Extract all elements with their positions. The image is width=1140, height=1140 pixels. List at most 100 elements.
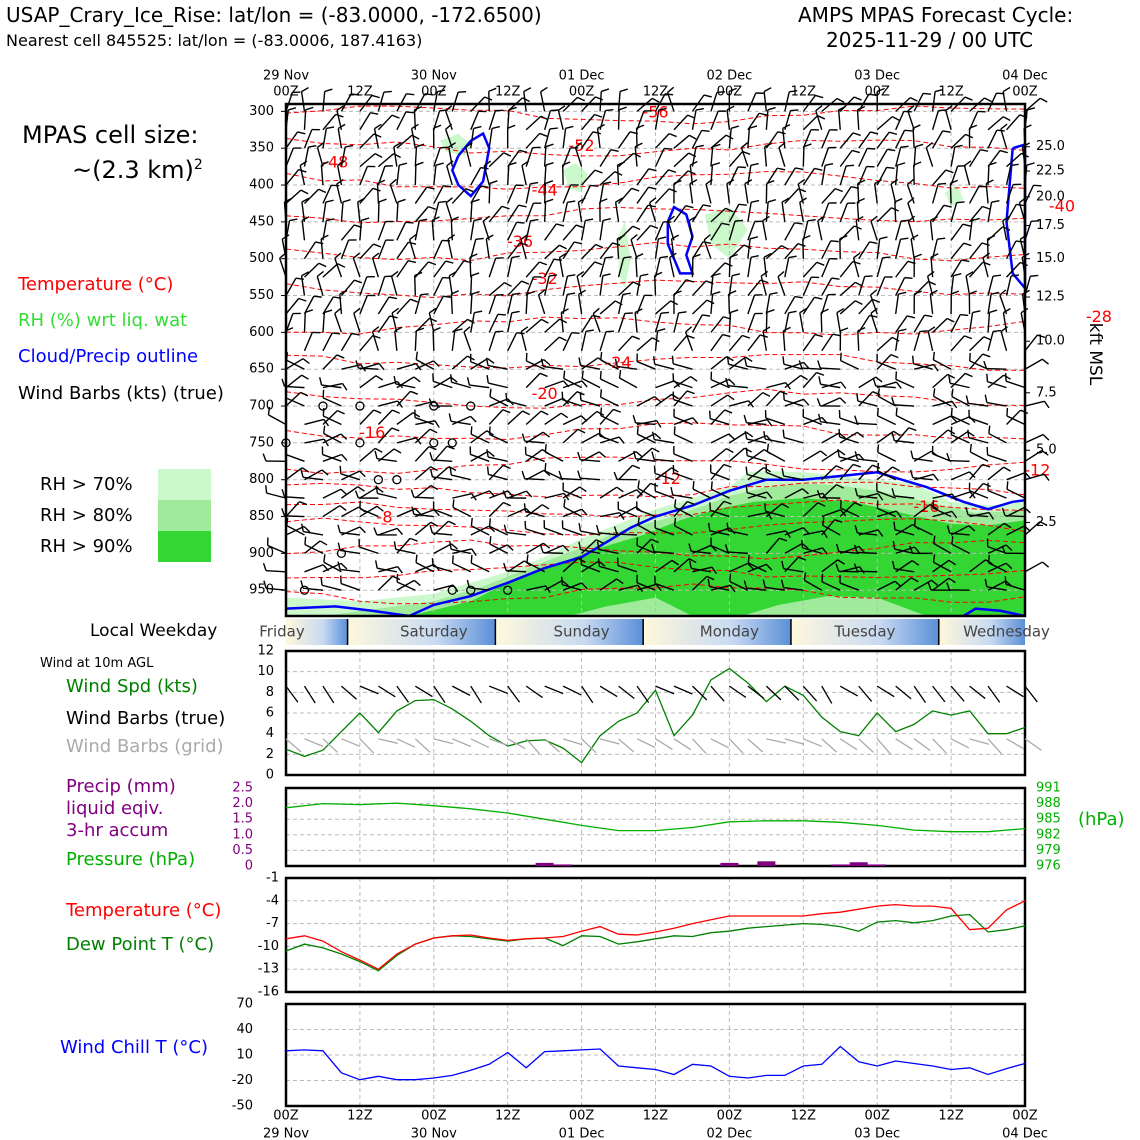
wind-barb: [969, 353, 984, 370]
surface-wind-barb: [470, 685, 482, 704]
wind-barb: [839, 300, 856, 315]
wind-barb-flag: [300, 189, 309, 195]
wind-barb-flag: [835, 563, 840, 572]
wind-barb: [765, 537, 780, 554]
wind-barb: [876, 131, 890, 149]
top-hour-label: 12Z: [791, 85, 817, 100]
wind-barb: [932, 453, 952, 462]
wind-barb: [912, 457, 933, 462]
temperature-contour: [285, 561, 1026, 579]
weekday-name: Tuesday: [833, 623, 895, 641]
wind-barb-flag: [989, 309, 998, 314]
wind-barb: [636, 508, 656, 518]
wind-barb: [616, 238, 620, 259]
wind-barb-flag: [724, 262, 733, 267]
wind-barb-flag: [1003, 522, 1012, 529]
wind-barb-flag: [540, 115, 549, 121]
wind-barb: [562, 557, 579, 573]
wind-barb: [415, 360, 434, 370]
wind-barb: [728, 530, 749, 536]
temperature-contour: [285, 316, 1026, 336]
wind-barb-flag: [480, 185, 489, 188]
wind-barb: [951, 543, 970, 555]
wind-barb-flag: [762, 215, 770, 222]
temperature-contour: [285, 171, 1026, 190]
wind-barb-flag: [895, 510, 902, 518]
windchill-tick-label: 40: [236, 1022, 253, 1037]
wind-barb-flag: [859, 566, 865, 574]
wind-barb: [876, 116, 893, 131]
wind-barb: [410, 128, 417, 149]
wind-barb-flag: [595, 539, 604, 544]
legend-wind-barbs: Wind Barbs (true): [66, 708, 226, 729]
wind-barb: [969, 242, 983, 260]
wind-barb: [562, 415, 582, 426]
wind-barb: [654, 363, 675, 370]
wind-barb: [949, 183, 952, 204]
wind-barb: [562, 241, 575, 260]
wind-barb: [340, 279, 355, 296]
wind-barb: [526, 561, 545, 573]
wind-barb: [1024, 473, 1045, 481]
wind-barb: [301, 220, 306, 241]
wind-barb-flag: [399, 162, 408, 166]
wind-barb: [804, 579, 823, 591]
wind-barb-flag: [745, 466, 748, 475]
wind-barb-flag: [636, 489, 643, 496]
wind-barb: [469, 257, 472, 278]
grid-wind-barb: [969, 738, 990, 745]
wind-barb: [599, 220, 604, 241]
wind-barb: [373, 128, 380, 149]
wind-barb: [563, 377, 582, 389]
wind-barb-flag: [337, 542, 341, 551]
wind-barb-flag: [788, 310, 797, 314]
wind-barb: [562, 428, 579, 444]
top-date-label: 30 Nov: [411, 69, 457, 84]
wind-barb: [710, 464, 725, 481]
wind-barb: [1024, 433, 1044, 444]
wind-barb-flag: [511, 255, 520, 259]
wind-barb-flag: [301, 197, 310, 203]
wind-barb: [987, 544, 1007, 555]
wind-barb: [710, 509, 730, 518]
wind-barb-flag: [448, 413, 452, 422]
wind-barb: [378, 565, 398, 573]
surface-wind-barb: [285, 685, 299, 703]
calm-marker: [466, 401, 476, 411]
wind-barb: [821, 202, 830, 223]
rh70-area: [944, 185, 964, 208]
wind-barb-flag: [447, 234, 456, 240]
wind-barb: [766, 382, 786, 389]
grid-wind-barb: [396, 738, 416, 748]
weekday-name: Friday: [259, 623, 305, 641]
wind-barb-flag: [712, 143, 721, 148]
wind-barb-flag: [361, 217, 370, 222]
wind-barb: [870, 221, 878, 241]
wind-barb-flag: [895, 381, 902, 389]
wind-barb: [614, 201, 620, 222]
wind-barb-flag: [1002, 215, 1010, 222]
wind-barb-flag: [636, 124, 645, 129]
wind-barb: [543, 128, 551, 149]
wind-barb: [285, 374, 303, 389]
wind-barb-flag: [749, 125, 758, 129]
wind-barb: [580, 548, 601, 555]
wind-barb: [729, 400, 749, 407]
top-date-label: 03 Dec: [854, 69, 900, 84]
wind-barb-flag: [597, 558, 601, 567]
wind-barb: [524, 440, 545, 444]
wind-barb: [858, 148, 868, 167]
wind-barb-flag: [868, 93, 877, 97]
wind-barb-flag: [324, 88, 333, 93]
wind-barb: [414, 220, 420, 241]
wind-barb-flag: [822, 492, 828, 501]
wind-barb-flag: [1010, 274, 1020, 277]
grid-wind-barb: [766, 738, 787, 744]
wind-barb-flag: [504, 281, 512, 288]
wind-barb: [895, 378, 915, 389]
weekday-name: Wednesday: [963, 623, 1050, 641]
wind-barb-flag: [987, 235, 996, 240]
wind-barb: [525, 115, 542, 131]
wind-barb-flag: [852, 463, 861, 468]
wind-barb: [836, 312, 841, 333]
